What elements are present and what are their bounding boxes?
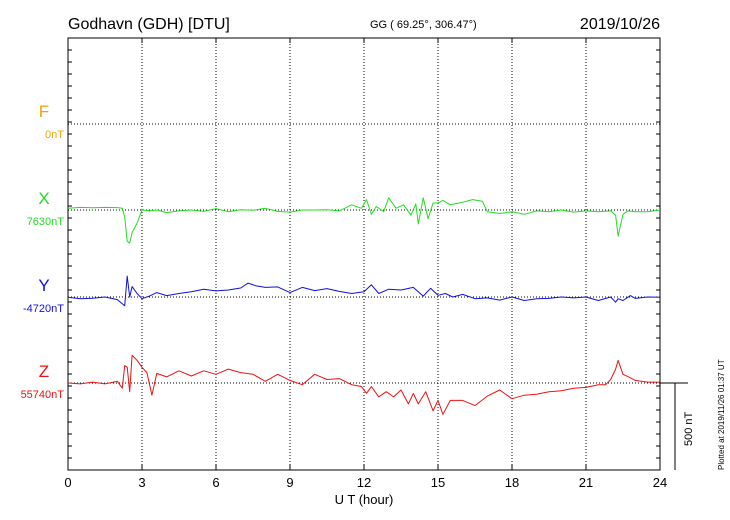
series-name-x: X [38, 189, 49, 208]
series-name-z: Z [39, 362, 49, 381]
x-tick-label: 3 [138, 475, 145, 490]
x-tick-label: 6 [212, 475, 219, 490]
series-name-y: Y [38, 276, 49, 295]
x-tick-label: 21 [579, 475, 593, 490]
series-line-z [67, 354, 660, 415]
coordinates-label: GG ( 69.25°, 306.47°) [370, 19, 477, 31]
x-tick-label: 9 [286, 475, 293, 490]
x-axis-ticks: 0 3 6 9 12 15 18 21 24 [64, 38, 667, 490]
plotted-at-note: Plotted at 2019/11/26 01:37 UT [717, 359, 726, 470]
x-tick-label: 15 [431, 475, 445, 490]
series-line-y [67, 275, 661, 307]
series-line-x [67, 197, 661, 244]
series-name-f: F [39, 102, 49, 121]
plot-grid [68, 38, 660, 470]
scale-bar: 500 nT [660, 382, 695, 470]
series-lines [67, 197, 661, 415]
x-tick-label: 18 [505, 475, 519, 490]
series-labels: F 0nT X 7630nT Y -4720nT Z 55740nT [21, 102, 65, 401]
series-baseline-z: 55740nT [21, 389, 65, 401]
x-tick-label: 24 [653, 475, 667, 490]
x-tick-label: 0 [64, 475, 71, 490]
date-label: 2019/10/26 [580, 16, 660, 33]
scale-bar-label: 500 nT [683, 411, 695, 446]
x-axis-label: U T (hour) [335, 492, 394, 507]
station-title: Godhavn (GDH) [DTU] [68, 16, 230, 33]
series-baseline-x: 7630nT [27, 216, 65, 228]
x-tick-label: 12 [357, 475, 371, 490]
series-baseline-y: -4720nT [23, 303, 64, 315]
series-baseline-f: 0nT [45, 129, 64, 141]
